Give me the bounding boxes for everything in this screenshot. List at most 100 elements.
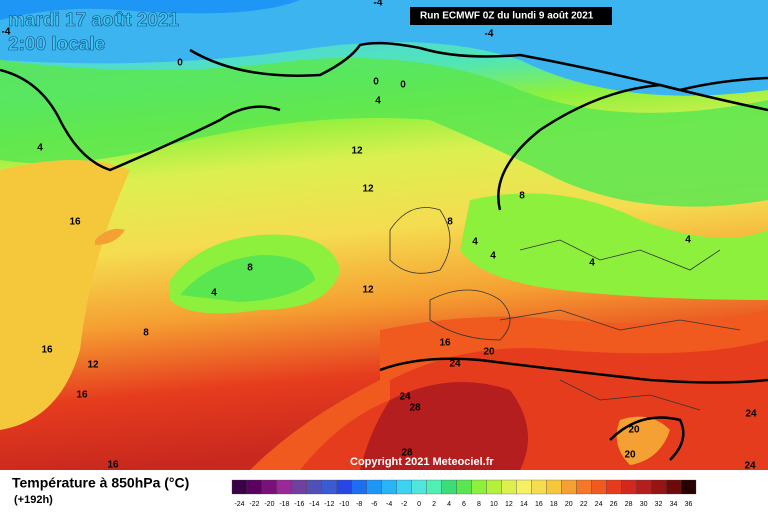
contour-label: 16 xyxy=(107,460,119,471)
colorbar-tick-label: 24 xyxy=(595,501,603,508)
colorbar-tick-label: 10 xyxy=(490,501,498,508)
contour-label: 12 xyxy=(362,285,374,296)
colorbar-tick-label: -12 xyxy=(324,501,334,508)
contour-label: 12 xyxy=(351,146,363,157)
colorbar-swatch xyxy=(591,479,607,495)
colorbar-tick-label: -6 xyxy=(371,501,377,508)
colorbar-tick-label: 30 xyxy=(640,501,648,508)
contour-label: 8 xyxy=(143,328,149,339)
colorbar-tick-label: -20 xyxy=(264,501,274,508)
colorbar-tick-label: -22 xyxy=(249,501,259,508)
colorbar-swatch xyxy=(261,479,278,495)
contour-label: 20 xyxy=(628,425,640,436)
run-info-box xyxy=(410,7,612,25)
colorbar-tick-label: 4 xyxy=(447,501,451,508)
contour-label: 4 xyxy=(472,237,478,248)
contour-label: 20 xyxy=(624,450,636,461)
temperature-field xyxy=(0,0,768,470)
colorbar-swatch xyxy=(366,479,382,495)
colorbar-swatch xyxy=(381,479,397,495)
colorbar-swatch xyxy=(426,479,442,495)
contour-label: 24 xyxy=(449,359,461,370)
colorbar: -24 -22 -20 -18 -16 -14 -12 -10 -8 -6 -4 -2 0 2 4 6 8 10 1… xyxy=(231,479,697,508)
colorbar-swatch xyxy=(306,479,322,495)
contour-label: 4 xyxy=(375,96,381,107)
colorbar-tick-label: 16 xyxy=(535,501,543,508)
run-info: Run ECMWF 0Z du lundi 9 août 2021 xyxy=(420,11,594,22)
colorbar-tick-label: -14 xyxy=(309,501,319,508)
colorbar-swatch xyxy=(531,479,547,495)
colorbar-tick-label: 36 xyxy=(685,501,693,508)
contour-label: 28 xyxy=(409,403,421,414)
colorbar-tick-label: 6 xyxy=(462,501,466,508)
legend-title: Température à 850hPa (°C) xyxy=(12,475,189,491)
contour-label: 8 xyxy=(247,263,253,274)
colorbar-swatch xyxy=(516,479,532,495)
contour-label: 24 xyxy=(744,461,756,472)
contour-label: 8 xyxy=(519,191,525,202)
colorbar-tick-label: -8 xyxy=(356,501,362,508)
copyright: Copyright 2021 Meteociel.fr xyxy=(350,456,494,468)
colorbar-tick-label: 14 xyxy=(520,501,528,508)
contour-label: 20 xyxy=(483,347,495,358)
colorbar-tick-label: -16 xyxy=(294,501,304,508)
colorbar-tick-label: 28 xyxy=(625,501,633,508)
colorbar-tick-label: 20 xyxy=(565,501,573,508)
contour-labels: -4 -4 -4 0 0 0 4 4 12 12 8 16 8 4 4 4 8 4 4 12 8 16 20 16 12 24 16… xyxy=(2,0,757,472)
colorbar-tick-label: -10 xyxy=(339,501,349,508)
colorbar-swatch xyxy=(336,479,352,495)
colorbar-swatch xyxy=(321,479,337,495)
colorbar-swatch xyxy=(635,479,652,495)
colorbar-tick-label: -2 xyxy=(401,501,407,508)
colorbar-tick-label: 22 xyxy=(580,501,588,508)
contour-label: 4 xyxy=(211,288,217,299)
contour-label: 0 xyxy=(373,77,379,88)
coastlines xyxy=(0,41,768,461)
colorbar-tick-label: -24 xyxy=(234,501,244,508)
contour-label: 16 xyxy=(439,338,451,349)
contour-label: 16 xyxy=(76,390,88,401)
colorbar-tick-label: 26 xyxy=(610,501,618,508)
colorbar-swatch xyxy=(291,479,307,495)
contour-label: 24 xyxy=(745,409,757,420)
colorbar-tick-label: 18 xyxy=(550,501,558,508)
colorbar-tick-label: 34 xyxy=(670,501,678,508)
borders xyxy=(389,207,741,411)
legend-subtitle: (+192h) xyxy=(14,494,53,506)
colorbar-tick-label: 32 xyxy=(655,501,663,508)
colorbar-swatch xyxy=(606,479,622,495)
contour-label: 12 xyxy=(362,184,374,195)
contour-label: 4 xyxy=(589,258,595,269)
forecast-time: 2:00 locale xyxy=(8,34,105,55)
contour-label: 8 xyxy=(447,217,453,228)
colorbar-swatch xyxy=(650,479,667,495)
contour-label: 4 xyxy=(37,143,43,154)
contour-label: 0 xyxy=(177,58,183,69)
colorbar-swatch xyxy=(621,479,637,495)
contour-label: -4 xyxy=(2,27,11,38)
contour-label: 16 xyxy=(69,217,81,228)
colorbar-swatch xyxy=(576,479,592,495)
colorbar-tick-label: -18 xyxy=(279,501,289,508)
colorbar-swatch xyxy=(411,479,427,495)
colorbar-swatch xyxy=(471,479,487,495)
colorbar-tick-label: 12 xyxy=(505,501,513,508)
colorbar-swatch xyxy=(441,479,457,495)
contour-label: -4 xyxy=(374,0,383,9)
colorbar-swatch xyxy=(546,479,562,495)
colorbar-swatch xyxy=(680,479,697,495)
colorbar-swatch xyxy=(231,479,248,495)
contour-label: 0 xyxy=(400,80,406,91)
contour-label: 4 xyxy=(685,235,691,246)
colorbar-swatch xyxy=(456,479,472,495)
contour-label: 24 xyxy=(399,392,411,403)
colorbar-swatch xyxy=(561,479,577,495)
colorbar-swatch xyxy=(276,479,293,495)
contour-label: 28 xyxy=(401,448,413,459)
colorbar-tick-label: 0 xyxy=(417,501,421,508)
contour-label: 12 xyxy=(87,360,99,371)
colorbar-tick-label: 2 xyxy=(432,501,436,508)
colorbar-swatch xyxy=(486,479,502,495)
colorbar-swatch xyxy=(396,479,412,495)
